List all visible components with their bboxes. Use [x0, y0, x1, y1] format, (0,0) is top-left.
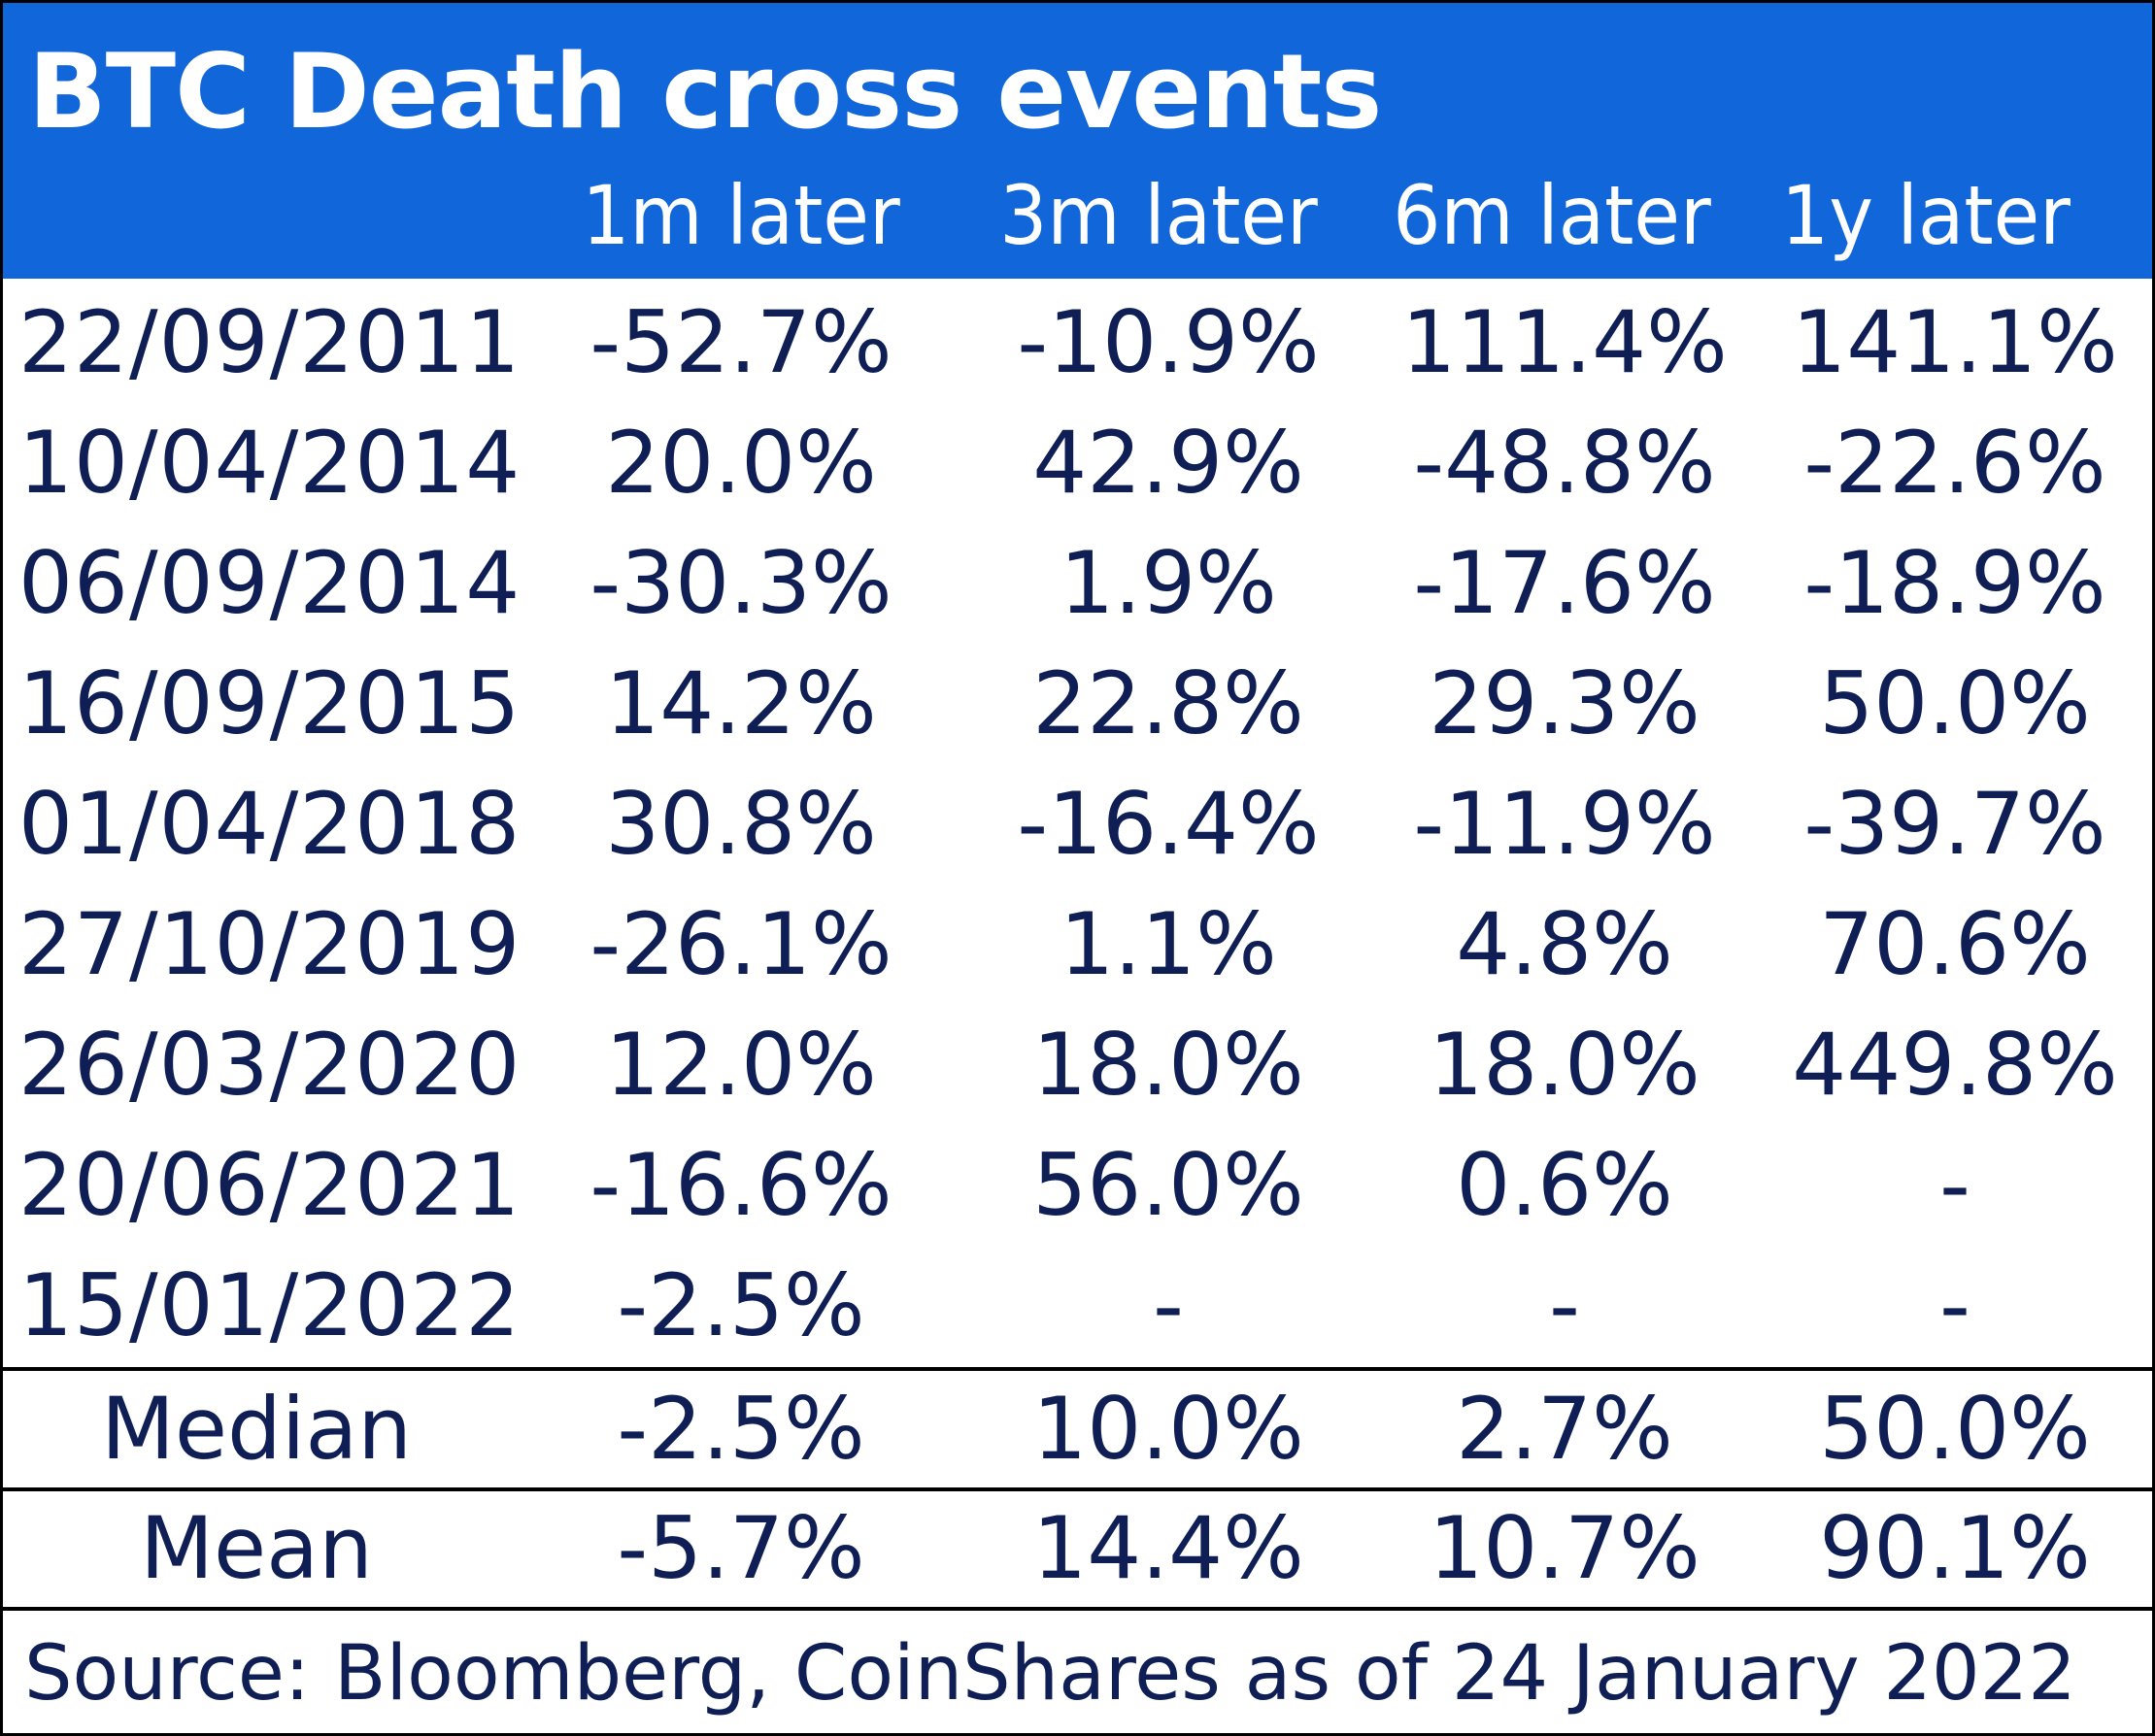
table-cell: 0.6% [1456, 1135, 1673, 1235]
summary-cell: 50.0% [1819, 1379, 2091, 1479]
row-date: 06/09/2014 [18, 533, 522, 633]
table-cell: -10.9% [1017, 292, 1320, 392]
table-cell: 4.8% [1456, 894, 1673, 994]
table-cell: - [1549, 1255, 1580, 1355]
summary-cell: 90.1% [1819, 1498, 2091, 1598]
table-cell: 18.0% [1429, 1015, 1700, 1115]
source-note: Source: Bloomberg, CoinShares as of 24 J… [24, 1630, 2076, 1718]
table-cell: - [1939, 1135, 1970, 1235]
table-cell: 42.9% [1032, 413, 1304, 513]
row-date: 22/09/2011 [18, 292, 522, 392]
column-header-3m: 3m later [999, 168, 1318, 263]
table-cell: 18.0% [1032, 1015, 1304, 1115]
table-cell: -26.1% [589, 894, 892, 994]
summary-cell: -2.5% [617, 1379, 865, 1479]
table-cell: -16.4% [1017, 774, 1320, 874]
summary-cell: 10.7% [1429, 1498, 1700, 1598]
table-cell: - [1939, 1255, 1970, 1355]
row-date: 10/04/2014 [18, 413, 522, 513]
row-date: 16/09/2015 [18, 653, 522, 753]
column-header-6m: 6m later [1393, 168, 1711, 263]
table-cell: 50.0% [1819, 653, 2091, 753]
table-cell: 141.1% [1792, 292, 2118, 392]
table-cell: 12.0% [605, 1015, 877, 1115]
table-title: BTC Death cross events [28, 32, 1382, 151]
table-cell: 29.3% [1429, 653, 1700, 753]
row-date: 20/06/2021 [18, 1135, 522, 1235]
table-cell: -30.3% [589, 533, 892, 633]
median-mean-divider [3, 1487, 2152, 1491]
table-cell: -39.7% [1803, 774, 2106, 874]
table-cell: 1.1% [1060, 894, 1277, 994]
summary-cell: 14.4% [1032, 1498, 1304, 1598]
table-cell: 111.4% [1401, 292, 1728, 392]
table-cell: 56.0% [1032, 1135, 1304, 1235]
table-cell: - [1153, 1255, 1184, 1355]
table-cell: -2.5% [617, 1255, 865, 1355]
table-cell: -48.8% [1413, 413, 1716, 513]
table-cell: -17.6% [1413, 533, 1716, 633]
row-date: 01/04/2018 [18, 774, 522, 874]
table-cell: -52.7% [589, 292, 892, 392]
table-cell: 449.8% [1792, 1015, 2118, 1115]
summary-cell: 2.7% [1456, 1379, 1673, 1479]
summary-cell: -5.7% [617, 1498, 865, 1598]
table-cell: -11.9% [1413, 774, 1716, 874]
row-date: 27/10/2019 [18, 894, 522, 994]
table-cell: 14.2% [605, 653, 877, 753]
table-cell: -22.6% [1803, 413, 2106, 513]
table-cell: 1.9% [1060, 533, 1277, 633]
table-header: BTC Death cross events 1m later 3m later… [3, 3, 2152, 279]
table-cell: 30.8% [605, 774, 877, 874]
summary-label: Mean [140, 1498, 373, 1598]
table-cell: 20.0% [605, 413, 877, 513]
table-cell: -16.6% [589, 1135, 892, 1235]
table-cell: 22.8% [1032, 653, 1304, 753]
column-header-1y: 1y later [1781, 168, 2071, 263]
row-date: 26/03/2020 [18, 1015, 522, 1115]
source-divider [3, 1607, 2152, 1611]
column-header-1m: 1m later [582, 168, 900, 263]
summary-cell: 10.0% [1032, 1379, 1304, 1479]
summary-label: Median [100, 1379, 413, 1479]
summary-divider [3, 1367, 2152, 1371]
table-cell: -18.9% [1803, 533, 2106, 633]
row-date: 15/01/2022 [18, 1255, 522, 1355]
table-cell: 70.6% [1819, 894, 2091, 994]
